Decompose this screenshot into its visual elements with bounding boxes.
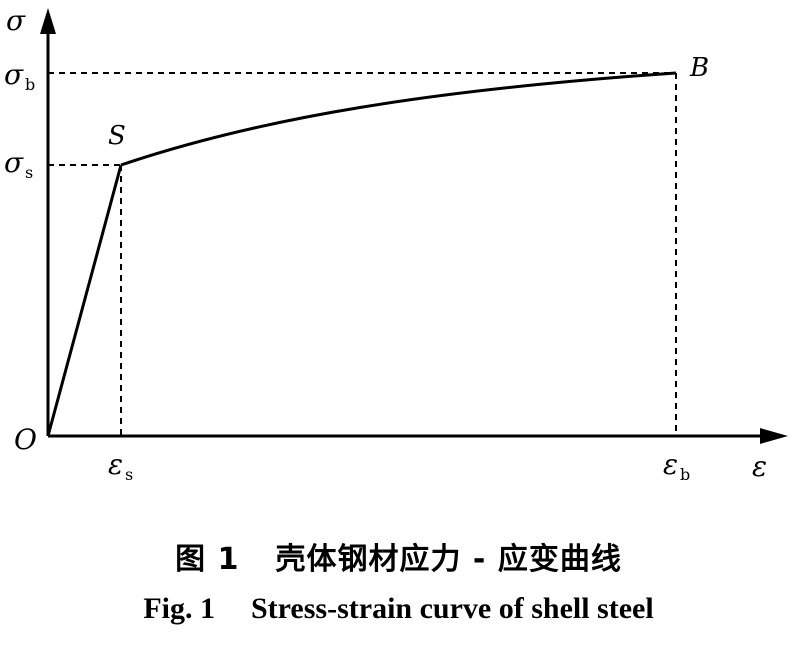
x-axis-label: ε bbox=[752, 450, 767, 483]
point-b-label: B bbox=[689, 53, 709, 83]
caption-cn-number: 图 1 bbox=[175, 542, 240, 577]
sigma-s-label: σ bbox=[4, 146, 24, 179]
point-s-label: S bbox=[108, 121, 126, 151]
eps-s-subscript: s bbox=[125, 465, 133, 484]
x-axis-arrow bbox=[760, 428, 788, 444]
y-axis-arrow bbox=[40, 8, 56, 34]
origin-label: O bbox=[14, 423, 37, 456]
plastic-hardening-curve bbox=[120, 71, 677, 167]
caption-cn-title: 壳体钢材应力 - 应变曲线 bbox=[275, 542, 622, 577]
y-axis-label: σ bbox=[6, 4, 26, 37]
caption-chinese: 图 1 壳体钢材应力 - 应变曲线 bbox=[0, 534, 797, 578]
sigma-b-subscript: b bbox=[25, 75, 35, 94]
caption-en-number: Fig. 1 bbox=[143, 592, 215, 625]
sigma-b-label: σ bbox=[4, 58, 24, 91]
sigma-s-subscript: s bbox=[25, 163, 33, 182]
eps-b-label: ε bbox=[663, 448, 678, 481]
caption-en-title: Stress-strain curve of shell steel bbox=[250, 592, 654, 625]
eps-s-label: ε bbox=[108, 448, 123, 481]
elastic-segment bbox=[46, 164, 123, 437]
eps-b-subscript: b bbox=[680, 465, 690, 484]
caption-english: Fig. 1 Stress-strain curve of shell steel bbox=[0, 592, 797, 626]
